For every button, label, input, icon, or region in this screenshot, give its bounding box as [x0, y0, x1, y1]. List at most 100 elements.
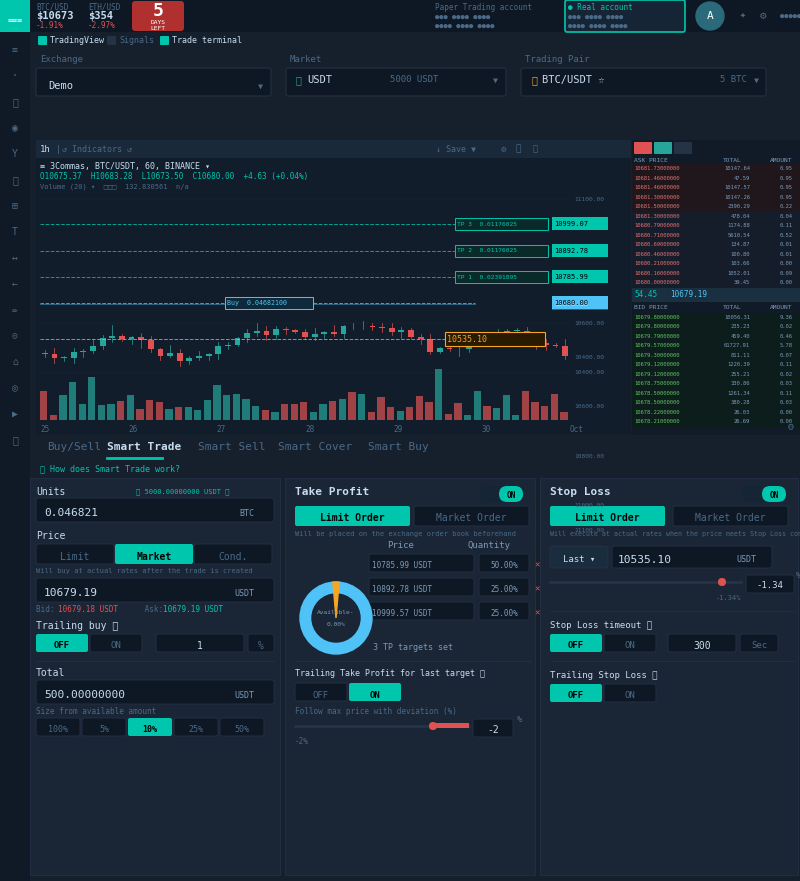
- Text: AMOUNT: AMOUNT: [770, 305, 792, 310]
- Text: 0.046821: 0.046821: [44, 508, 98, 518]
- Bar: [322, 332, 327, 334]
- Text: 0.03: 0.03: [780, 400, 793, 405]
- Bar: [293, 330, 298, 332]
- Bar: [483, 406, 490, 420]
- Text: Stop Loss timeout ⓘ: Stop Loss timeout ⓘ: [550, 620, 652, 630]
- Bar: [177, 353, 182, 360]
- Bar: [632, 351, 800, 360]
- Text: Price: Price: [36, 531, 66, 541]
- Text: Trailing Take Profit for last target ⓘ: Trailing Take Profit for last target ⓘ: [295, 670, 485, 678]
- Text: 0.09: 0.09: [780, 270, 793, 276]
- Bar: [312, 334, 318, 337]
- Bar: [550, 395, 558, 420]
- Text: 10800.00: 10800.00: [574, 271, 604, 276]
- Text: ℹ How does Smart Trade work?: ℹ How does Smart Trade work?: [40, 464, 180, 473]
- Bar: [445, 414, 452, 420]
- FancyBboxPatch shape: [220, 718, 264, 736]
- Text: ON: ON: [625, 641, 635, 650]
- Bar: [107, 403, 114, 420]
- FancyBboxPatch shape: [38, 36, 47, 45]
- Bar: [78, 403, 86, 420]
- Text: 10535.10: 10535.10: [447, 335, 487, 344]
- Text: OFF: OFF: [54, 641, 70, 650]
- Text: TradingView: TradingView: [50, 36, 105, 45]
- FancyBboxPatch shape: [718, 578, 726, 586]
- Text: %: %: [796, 571, 800, 580]
- Text: 10600.00: 10600.00: [574, 321, 604, 326]
- FancyBboxPatch shape: [90, 634, 142, 652]
- Bar: [263, 330, 270, 336]
- Bar: [331, 332, 337, 334]
- Text: Paper Trading account: Paper Trading account: [435, 4, 532, 12]
- Bar: [100, 337, 106, 346]
- Text: USDT: USDT: [234, 691, 254, 700]
- Text: Trailing Stop Loss ⓘ: Trailing Stop Loss ⓘ: [550, 670, 658, 679]
- Text: 61727.91: 61727.91: [724, 344, 750, 348]
- FancyBboxPatch shape: [604, 684, 656, 702]
- Bar: [435, 369, 442, 420]
- Bar: [194, 411, 202, 420]
- Text: 10681.46000000: 10681.46000000: [634, 185, 679, 190]
- FancyBboxPatch shape: [286, 68, 506, 96]
- Text: 0.00: 0.00: [780, 280, 793, 285]
- Bar: [329, 401, 336, 420]
- Bar: [42, 352, 48, 354]
- Bar: [512, 415, 519, 420]
- Text: Will execute at actual rates when the price meets Stop Loss conditions: Will execute at actual rates when the pr…: [550, 531, 800, 537]
- Circle shape: [696, 2, 724, 30]
- Bar: [437, 349, 443, 352]
- Bar: [418, 337, 423, 338]
- Bar: [51, 354, 58, 358]
- Text: 10999.57 USDT: 10999.57 USDT: [372, 609, 432, 618]
- Text: 10678.50000000: 10678.50000000: [634, 391, 679, 396]
- Bar: [302, 332, 308, 337]
- Bar: [632, 331, 800, 341]
- Text: ⚙: ⚙: [788, 422, 794, 432]
- Text: $354: $354: [88, 11, 113, 21]
- Bar: [136, 409, 143, 420]
- Bar: [310, 412, 317, 420]
- Text: 3 TP targets set: 3 TP targets set: [373, 643, 453, 653]
- Text: ✕: ✕: [534, 609, 539, 618]
- Text: ⊱: ⊱: [12, 435, 18, 445]
- Text: 235.23: 235.23: [730, 324, 750, 329]
- Text: 500.00000000: 500.00000000: [44, 690, 125, 700]
- Bar: [534, 335, 539, 344]
- Text: TP 3  0.01176025: TP 3 0.01176025: [457, 222, 517, 227]
- Text: 10056.31: 10056.31: [724, 315, 750, 320]
- Bar: [398, 330, 404, 332]
- FancyBboxPatch shape: [160, 36, 169, 45]
- Bar: [632, 183, 800, 193]
- Text: 5.78: 5.78: [780, 344, 793, 348]
- Text: 0.00: 0.00: [780, 419, 793, 425]
- Text: ●●● ●●●● ●●●●: ●●● ●●●● ●●●●: [568, 14, 623, 20]
- Bar: [552, 244, 608, 256]
- Text: 10892.78: 10892.78: [554, 248, 588, 254]
- Bar: [433, 723, 469, 728]
- Bar: [495, 332, 501, 339]
- Text: 10147.64: 10147.64: [724, 167, 750, 171]
- FancyBboxPatch shape: [36, 498, 274, 522]
- Bar: [455, 271, 548, 283]
- Text: 25.00%: 25.00%: [490, 609, 518, 618]
- Bar: [36, 140, 631, 158]
- Text: TOTAL: TOTAL: [722, 305, 742, 310]
- Text: ≡≡≡: ≡≡≡: [7, 16, 22, 25]
- Text: |: |: [56, 144, 61, 153]
- FancyBboxPatch shape: [36, 544, 114, 564]
- Bar: [485, 338, 491, 339]
- FancyBboxPatch shape: [36, 634, 88, 652]
- Bar: [242, 399, 250, 420]
- Bar: [505, 330, 510, 332]
- Text: BTC: BTC: [239, 508, 254, 517]
- Text: Limit Order: Limit Order: [320, 513, 384, 523]
- Bar: [632, 221, 800, 231]
- Text: ◎: ◎: [12, 383, 18, 393]
- Bar: [552, 218, 608, 231]
- Bar: [493, 408, 500, 420]
- Text: BTC/USDT ☆: BTC/USDT ☆: [542, 75, 605, 85]
- Text: ON: ON: [625, 692, 635, 700]
- FancyBboxPatch shape: [473, 719, 513, 737]
- Text: 255.21: 255.21: [730, 372, 750, 377]
- Bar: [186, 359, 192, 360]
